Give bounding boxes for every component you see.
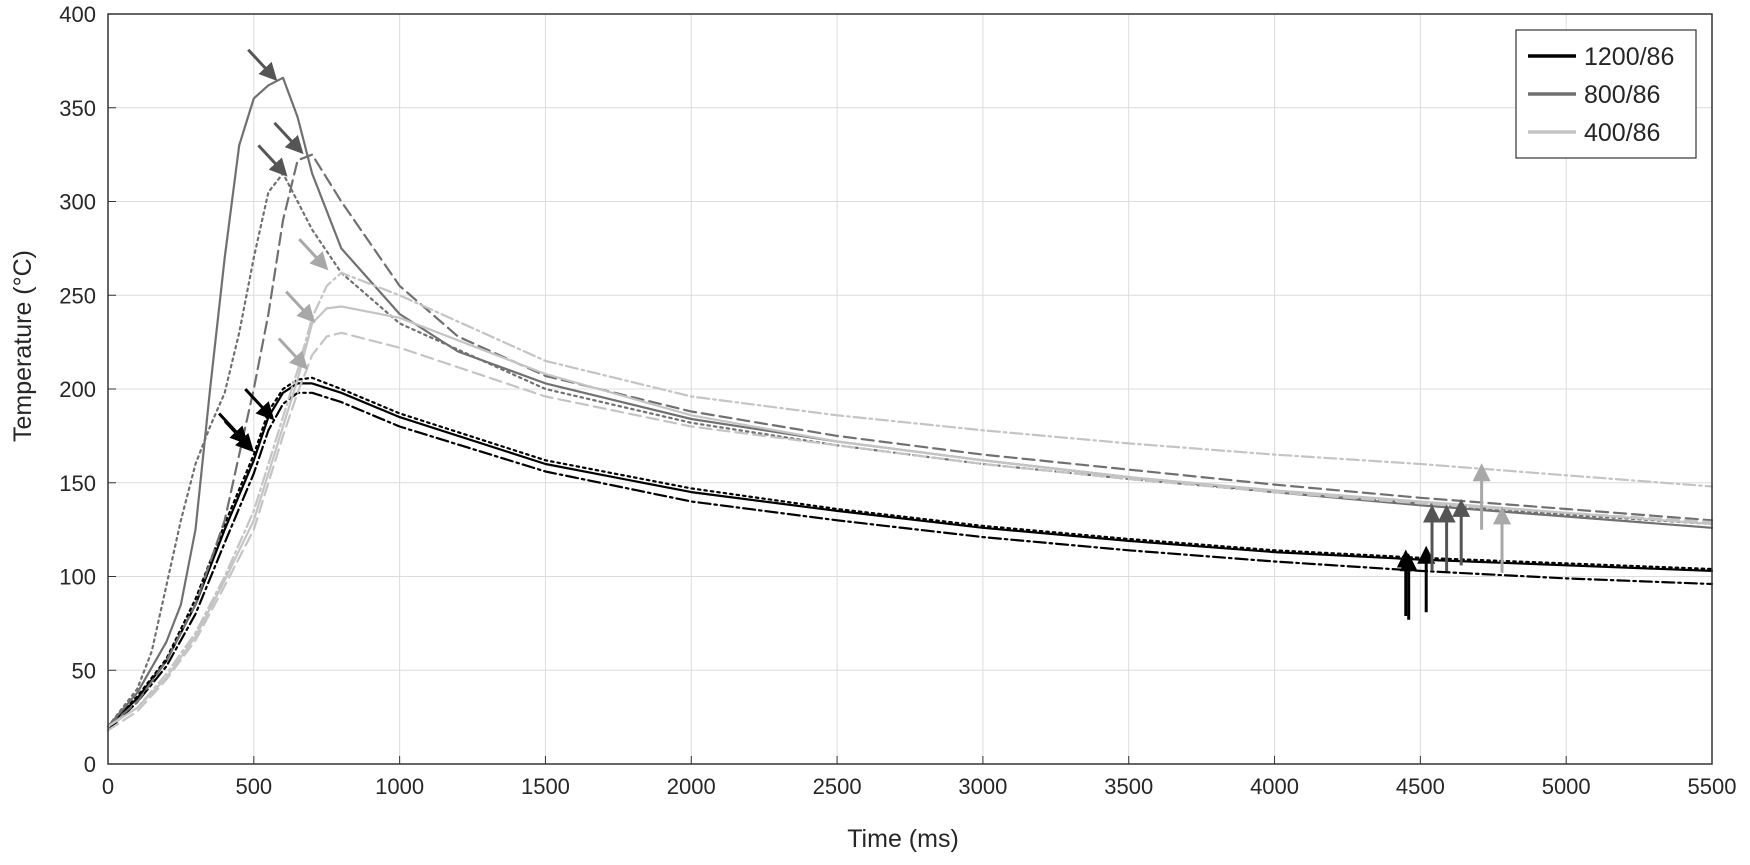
annotation-arrow [244,388,275,421]
series-line-400-86-dashed [106,331,1714,732]
series-line-1200-86-solid [106,382,1714,728]
x-tick-label: 2500 [813,774,862,799]
x-tick-label: 500 [235,774,272,799]
y-tick-label: 100 [59,565,96,590]
y-tick-label: 0 [84,752,96,777]
x-tick-label: 5500 [1688,774,1737,799]
x-tick-label: 2000 [667,774,716,799]
legend: 1200/86 800/86 400/86 [1515,29,1697,159]
series-line-800-86-solid [106,76,1714,728]
axis-ticks: 0 500 1000 1500 2000 2500 3000 3500 4000 4500 5000… [59,2,1736,799]
y-tick-label: 250 [59,283,96,308]
annotation-arrow [257,144,288,177]
series-line-1200-86-dashdot [106,391,1714,732]
x-tick-label: 4000 [1250,774,1299,799]
x-tick-label: 1000 [375,774,424,799]
legend-label: 1200/86 [1584,43,1674,71]
x-tick-label: 3500 [1104,774,1153,799]
series-line-1200-86-dotted [106,376,1714,728]
x-tick-label: 3000 [958,774,1007,799]
series-lines [106,76,1714,732]
annotation-arrow [277,337,308,370]
y-axis-label: Temperature (°C) [9,250,37,442]
y-tick-label: 300 [59,190,96,215]
gridlines [107,13,1713,765]
annotation-arrow [273,121,304,155]
annotation-arrow [285,290,316,323]
series-line-800-86-dashed [106,153,1714,728]
annotation-arrows [217,48,1512,620]
legend-label: 800/86 [1584,81,1660,109]
x-tick-label: 5000 [1542,774,1591,799]
annotation-arrow [223,419,254,453]
x-tick-label: 1500 [521,774,570,799]
y-tick-label: 400 [59,2,96,27]
y-tick-label: 200 [59,377,96,402]
x-tick-label: 0 [102,774,114,799]
x-axis-label: Time (ms) [847,825,959,853]
annotation-arrow [247,48,278,82]
y-tick-label: 350 [59,96,96,121]
y-tick-label: 50 [72,658,96,683]
annotation-arrow [298,238,329,271]
legend-label: 400/86 [1584,119,1660,147]
series-line-400-86-solid [106,305,1714,728]
y-tick-label: 150 [59,471,96,496]
x-tick-label: 4500 [1396,774,1445,799]
series-line-400-86-dashdot [106,271,1714,728]
